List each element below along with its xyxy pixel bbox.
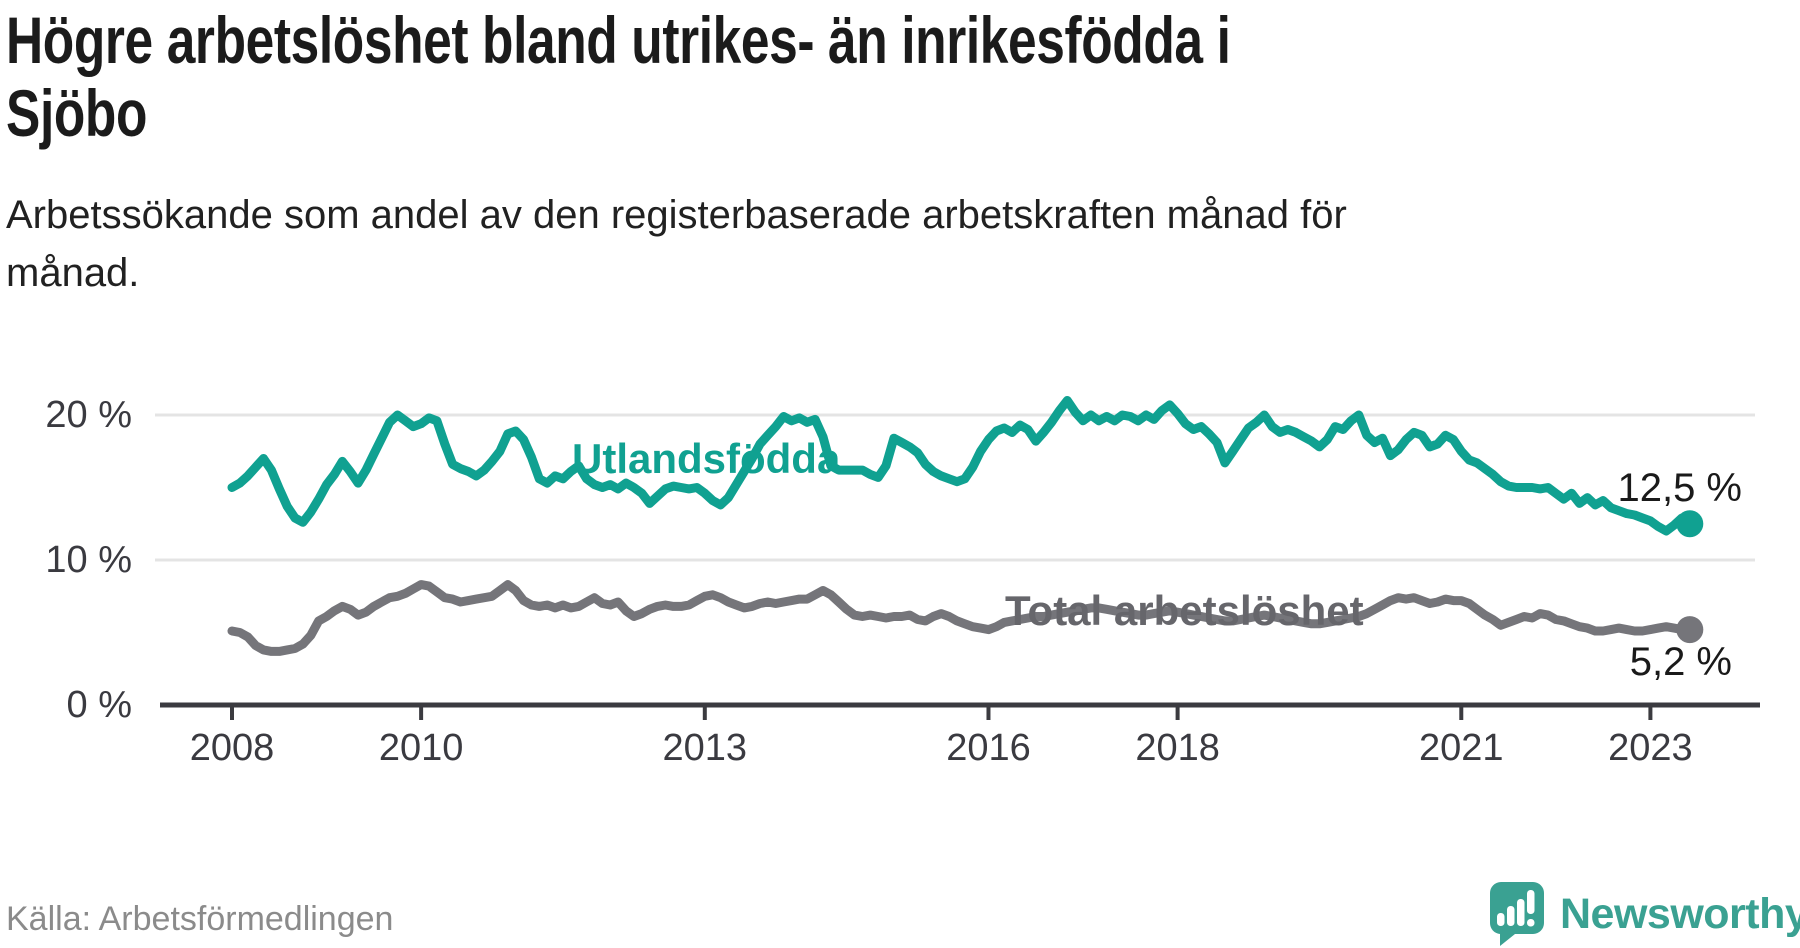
end-value-label-utlandsfodda: 12,5 % — [1617, 466, 1742, 510]
chart-subtitle-line-2: månad. — [6, 251, 140, 295]
series-label-total-arbetsloshet: Total arbetslöshet — [1005, 587, 1364, 634]
source-attribution: Källa: Arbetsförmedlingen — [6, 900, 394, 938]
x-axis-label-2023: 2023 — [1608, 727, 1693, 769]
series-end-dot-0 — [1676, 510, 1704, 538]
newsworthy-icon — [1489, 882, 1544, 946]
x-axis-label-2021: 2021 — [1418, 727, 1504, 769]
newsworthy-logo[interactable]: Newsworthy — [1488, 880, 1800, 948]
chart-subtitle-line-1: Arbetssökande som andel av den registerb… — [6, 193, 1347, 237]
page-title-line-1: Högre arbetslöshet bland utrikes- än inr… — [6, 3, 1231, 77]
page-title: Högre arbetslöshet bland utrikes- än inr… — [6, 4, 1535, 150]
x-axis-label-2013: 2013 — [662, 727, 748, 769]
series-line-1 — [227, 580, 1695, 656]
y-axis-label-0: 0 % — [66, 684, 132, 726]
newsworthy-wordmark: Newsworthy — [1560, 889, 1800, 938]
x-axis-label-2016: 2016 — [946, 727, 1031, 769]
page-title-line-2: Sjöbo — [6, 76, 148, 150]
x-axis-label-2010: 2010 — [378, 727, 464, 769]
y-axis-label-10: 10 % — [45, 539, 132, 581]
series-line-0 — [227, 396, 1695, 536]
end-value-label-total: 5,2 % — [1629, 640, 1732, 684]
series-label-utlandsfodda: Utlandsfödda — [572, 435, 841, 482]
y-axis-label-20: 20 % — [45, 394, 132, 436]
x-axis-label-2018: 2018 — [1135, 727, 1220, 769]
x-axis-label-2008: 2008 — [189, 727, 275, 769]
series-end-dot-1 — [1676, 616, 1704, 644]
chart-subtitle: Arbetssökande som andel av den registerb… — [6, 186, 1506, 302]
